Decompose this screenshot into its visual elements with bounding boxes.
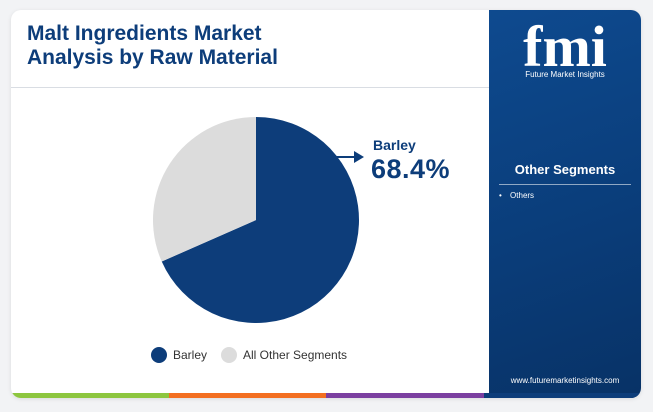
report-card: Malt Ingredients Market Analysis by Raw …	[11, 10, 641, 398]
title-divider	[11, 87, 489, 88]
logo-text: fmi	[523, 14, 607, 78]
color-bar-segment	[11, 393, 169, 398]
title-line-2: Analysis by Raw Material	[27, 46, 278, 69]
legend-item-barley: Barley	[151, 347, 207, 363]
segment-item: • Others	[499, 191, 534, 200]
segment-list: • Others	[499, 191, 534, 200]
callout-label: Barley	[373, 137, 416, 153]
segment-item-label: Others	[510, 191, 535, 200]
chart-legend: Barley All Other Segments	[151, 347, 361, 363]
pie-chart	[153, 117, 364, 323]
page-title: Malt Ingredients Market Analysis by Raw …	[27, 22, 278, 70]
sidebar-heading: Other Segments	[514, 162, 616, 177]
sidebar-panel: fmi Future Market Insights Other Segment…	[489, 10, 641, 398]
legend-label-barley: Barley	[173, 348, 208, 362]
title-line-1: Malt Ingredients Market	[27, 22, 262, 45]
legend-label-other: All Other Segments	[243, 348, 348, 362]
bullet-icon: •	[499, 191, 502, 200]
pie-slice-all-other-segments	[153, 117, 256, 262]
fmi-logo: fmi	[523, 14, 607, 78]
legend-item-other: All Other Segments	[221, 347, 347, 363]
website-url: www.futuremarketinsights.com	[510, 376, 620, 385]
legend-swatch-other	[221, 347, 238, 363]
legend-swatch-barley	[151, 347, 167, 363]
color-bar-segment	[326, 393, 484, 398]
color-bar-segment	[168, 393, 326, 398]
pie-slice-barley	[161, 117, 359, 323]
callout-value: 68.4%	[371, 154, 451, 184]
sidebar-divider	[499, 184, 631, 185]
callout-arrow-icon	[354, 151, 364, 163]
logo-caption: Future Market Insights	[525, 70, 605, 79]
color-bar-segment	[483, 393, 641, 398]
color-bar	[11, 393, 641, 398]
